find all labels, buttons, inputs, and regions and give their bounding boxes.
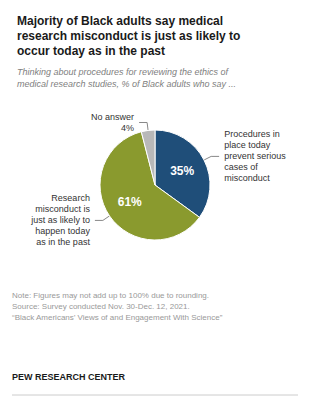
svg-text:misconduct: misconduct	[224, 173, 270, 183]
svg-text:“Black Americans’ Views of and: “Black Americans’ Views of and Engagemen…	[12, 313, 223, 322]
svg-text:as in the past: as in the past	[36, 237, 90, 247]
svg-text:just as likely to: just as likely to	[30, 215, 90, 225]
svg-text:occur today as in the past: occur today as in the past	[17, 44, 165, 58]
svg-text:Source: Survey conducted Nov.: Source: Survey conducted Nov. 30-Dec. 12…	[12, 302, 190, 311]
svg-text:61%: 61%	[118, 195, 142, 209]
svg-text:PEW RESEARCH CENTER: PEW RESEARCH CENTER	[12, 372, 126, 382]
svg-text:Thinking about procedures for: Thinking about procedures for reviewing …	[17, 67, 230, 77]
svg-text:misconduct is: misconduct is	[35, 204, 90, 214]
svg-text:Majority of Black adults say m: Majority of Black adults say medical	[17, 14, 223, 28]
svg-text:Note: Figures may not add up t: Note: Figures may not add up to 100% due…	[12, 291, 209, 300]
svg-text:happen today: happen today	[35, 226, 90, 236]
svg-text:place today: place today	[224, 140, 271, 150]
svg-text:Procedures in: Procedures in	[224, 129, 280, 139]
svg-text:cases of: cases of	[224, 162, 258, 172]
svg-text:medical research studies, % of: medical research studies, % of Black adu…	[17, 79, 236, 89]
svg-text:No answer: No answer	[91, 112, 134, 122]
svg-text:prevent serious: prevent serious	[224, 151, 286, 161]
svg-text:4%: 4%	[121, 123, 134, 133]
svg-text:35%: 35%	[170, 164, 194, 178]
svg-text:research misconduct is just as: research misconduct is just as likely to	[17, 29, 240, 43]
svg-text:Research: Research	[51, 193, 90, 203]
